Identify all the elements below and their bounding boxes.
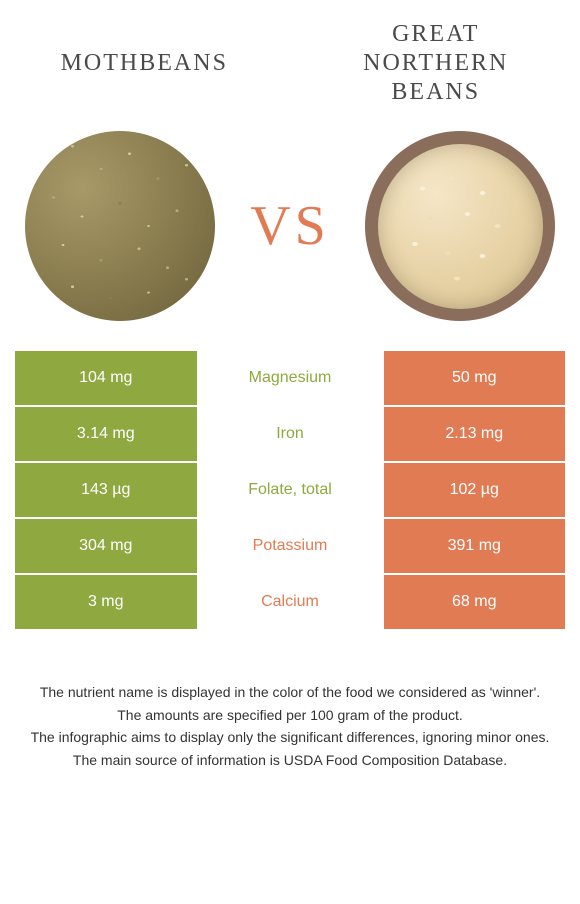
mothbeans-image bbox=[25, 131, 215, 321]
table-row: 3.14 mgIron2.13 mg bbox=[15, 407, 565, 463]
vs-label: VS bbox=[250, 194, 330, 258]
nutrient-label: Magnesium bbox=[197, 351, 384, 405]
value-right: 391 mg bbox=[384, 519, 566, 573]
value-left: 3 mg bbox=[15, 575, 197, 629]
infographic-container: MOTHBEANS GREAT NORTHERN BEANS VS 104 mg… bbox=[0, 0, 580, 791]
nutrient-label: Potassium bbox=[197, 519, 384, 573]
value-left: 104 mg bbox=[15, 351, 197, 405]
value-left: 3.14 mg bbox=[15, 407, 197, 461]
value-left: 304 mg bbox=[15, 519, 197, 573]
footer-notes: The nutrient name is displayed in the co… bbox=[15, 681, 565, 771]
value-right: 50 mg bbox=[384, 351, 566, 405]
nutrient-label: Folate, total bbox=[197, 463, 384, 517]
table-row: 104 mgMagnesium50 mg bbox=[15, 351, 565, 407]
footer-line: The main source of information is USDA F… bbox=[23, 749, 557, 771]
title-right: GREAT NORTHERN BEANS bbox=[317, 20, 556, 106]
table-row: 304 mgPotassium391 mg bbox=[15, 519, 565, 575]
northern-beans-image bbox=[365, 131, 555, 321]
titles-row: MOTHBEANS GREAT NORTHERN BEANS bbox=[15, 20, 565, 116]
footer-line: The nutrient name is displayed in the co… bbox=[23, 681, 557, 703]
value-right: 102 µg bbox=[384, 463, 566, 517]
footer-line: The amounts are specified per 100 gram o… bbox=[23, 704, 557, 726]
images-row: VS bbox=[15, 116, 565, 351]
nutrient-table: 104 mgMagnesium50 mg3.14 mgIron2.13 mg14… bbox=[15, 351, 565, 631]
nutrient-label: Iron bbox=[197, 407, 384, 461]
title-left: MOTHBEANS bbox=[25, 50, 264, 77]
nutrient-label: Calcium bbox=[197, 575, 384, 629]
value-left: 143 µg bbox=[15, 463, 197, 517]
value-right: 68 mg bbox=[384, 575, 566, 629]
table-row: 143 µgFolate, total102 µg bbox=[15, 463, 565, 519]
footer-line: The infographic aims to display only the… bbox=[23, 726, 557, 748]
value-right: 2.13 mg bbox=[384, 407, 566, 461]
table-row: 3 mgCalcium68 mg bbox=[15, 575, 565, 631]
